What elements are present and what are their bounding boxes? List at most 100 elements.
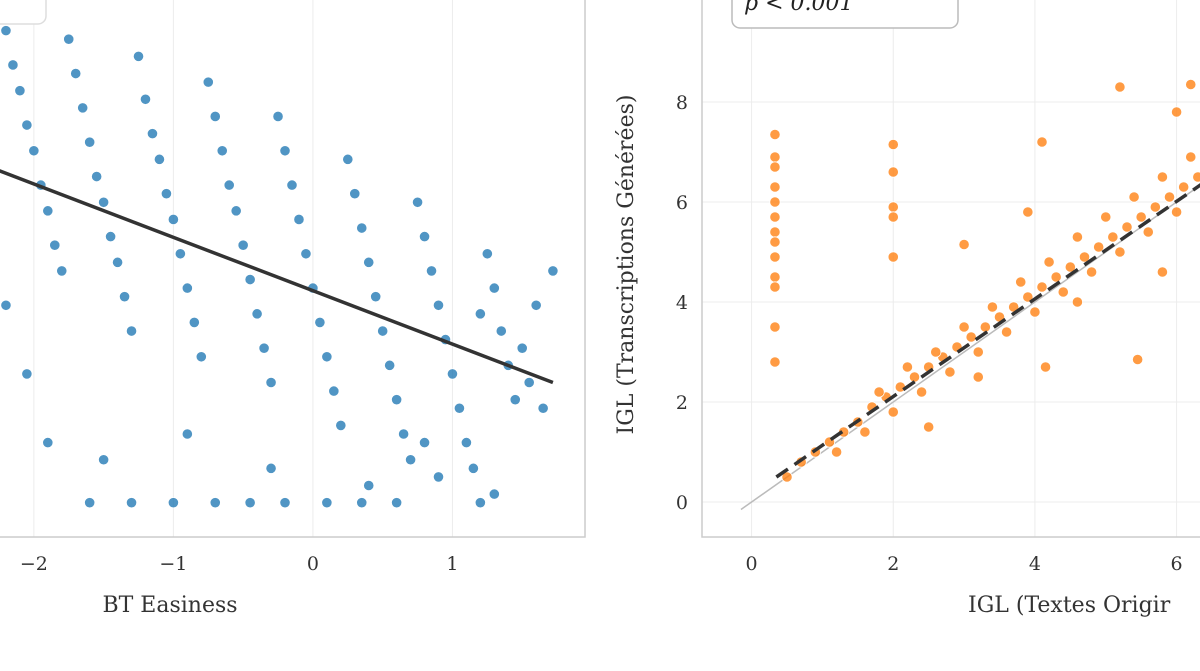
scatter-point — [300, 248, 312, 260]
scatter-point — [202, 76, 214, 88]
scatter-point — [49, 239, 61, 251]
x-axis-label: IGL (Textes Origir — [968, 593, 1171, 618]
y-tick-label: 8 — [676, 92, 688, 114]
scatter-point — [139, 93, 152, 105]
scatter-point — [70, 67, 82, 80]
scatter-point — [1085, 266, 1098, 278]
scatter-point — [859, 426, 871, 438]
scatter-point — [244, 273, 256, 286]
scatter-point — [1170, 106, 1183, 118]
scatter-point — [446, 368, 459, 380]
scatter-point — [84, 136, 96, 148]
legend-box — [0, 0, 47, 25]
y-tick-label: 0 — [676, 492, 688, 514]
scatter-point — [769, 321, 781, 333]
regression-line — [0, 169, 554, 385]
scatter-point — [1135, 211, 1147, 223]
scatter-point — [915, 386, 928, 398]
scatter-point — [195, 351, 207, 363]
scatter-point — [769, 236, 781, 248]
scatter-point — [1192, 171, 1200, 183]
scatter-point — [265, 462, 277, 474]
x-axis-label: BT Easiness — [102, 593, 237, 618]
scatter-point — [272, 110, 284, 123]
plot-frame — [0, 0, 586, 538]
scatter-point — [132, 50, 145, 62]
scatter-point — [901, 361, 914, 373]
scatter-point — [1093, 241, 1105, 253]
stat-box — [731, 0, 959, 29]
y-axis-label: IGL (Transcriptions Générées) — [614, 95, 639, 435]
scatter-point — [1170, 206, 1183, 218]
scatter-point — [1022, 291, 1034, 303]
scatter-point — [474, 497, 486, 509]
scatter-point — [1107, 231, 1119, 243]
scatter-point — [1185, 151, 1197, 163]
scatter-point — [1100, 211, 1112, 223]
scatter-point — [1178, 181, 1190, 193]
left-scatter-panel: −2 −1 0 1 BT Easiness — [0, 0, 586, 618]
scatter-point — [363, 256, 375, 268]
scatter-point — [537, 402, 549, 414]
scatter-point — [873, 386, 885, 398]
scatter-point — [979, 321, 991, 333]
scatter-point — [167, 213, 179, 226]
scatter-point — [391, 497, 403, 509]
scatter-point — [98, 454, 110, 466]
x-tick-label: 4 — [1029, 553, 1041, 575]
x-tick-label: −1 — [159, 553, 187, 575]
scatter-point — [1029, 306, 1041, 318]
scatter-point — [432, 299, 445, 311]
scatter-point — [251, 308, 263, 320]
scatter-point — [63, 33, 75, 45]
scatter-point — [481, 248, 493, 260]
stat-text: p < 0.001 — [744, 0, 853, 16]
scatter-point — [230, 205, 242, 217]
x-tick-label: 2 — [887, 553, 899, 575]
scatter-point — [530, 299, 542, 311]
scatter-point — [146, 128, 159, 140]
regression-line — [775, 183, 1200, 479]
scatter-point — [0, 25, 12, 37]
scatter-point — [769, 128, 781, 141]
scatter-point — [509, 394, 521, 406]
scatter-point — [160, 188, 173, 200]
x-tick-label: 0 — [746, 553, 758, 575]
scatter-point — [769, 181, 781, 193]
scatter-point — [547, 265, 559, 277]
scatter-point — [432, 471, 445, 483]
scatter-point — [42, 436, 54, 449]
right-scatter-panel: 0 2 4 6 0 2 4 6 8 IGL (Textes Origir IGL (Transcri… — [614, 0, 1200, 618]
scatter-point — [153, 153, 166, 165]
scatter-point — [769, 356, 781, 368]
scatter-point — [244, 497, 256, 509]
scatter-point — [1185, 78, 1197, 91]
scatter-point — [769, 281, 781, 293]
scatter-point — [125, 325, 138, 337]
scatter-point — [125, 497, 138, 509]
scatter-point — [944, 366, 956, 378]
scatter-point — [265, 376, 277, 389]
scatter-point — [838, 426, 850, 438]
scatter-point — [21, 368, 33, 380]
y-tick-label: 6 — [676, 192, 688, 214]
scatter-point — [965, 331, 977, 343]
plot-frame — [701, 0, 1200, 538]
scatter-point — [769, 251, 781, 263]
scatter-point — [1149, 201, 1161, 213]
scatter-point — [1015, 276, 1027, 288]
x-tick-label: 1 — [446, 553, 458, 575]
scatter-point — [167, 497, 179, 509]
scatter-point — [1022, 206, 1034, 218]
scatter-point — [1114, 81, 1126, 93]
scatter-point — [887, 251, 899, 263]
scatter-point — [1043, 256, 1055, 268]
scatter-point — [887, 406, 899, 418]
scatter-point — [769, 211, 781, 223]
scatter-point — [887, 201, 899, 213]
scatter-point — [105, 231, 117, 243]
scatter-point — [1156, 171, 1169, 183]
scatter-point — [328, 385, 340, 397]
scatter-point — [293, 213, 305, 226]
scatter-point — [321, 351, 333, 363]
